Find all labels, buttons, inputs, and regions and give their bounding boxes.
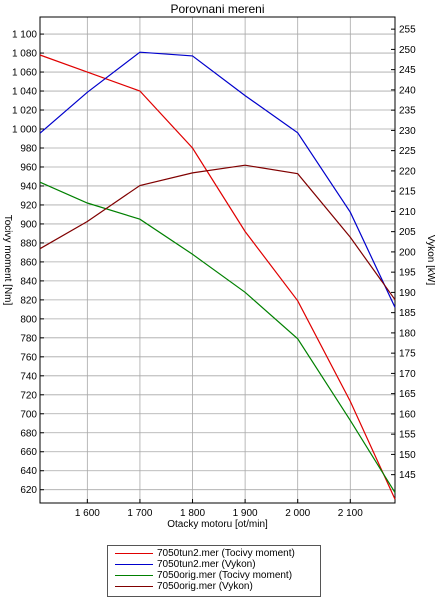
y-right-tick-label: 195 [399, 268, 416, 279]
series-line [39, 51, 396, 308]
y-left-tick-label: 800 [20, 314, 37, 325]
y-left-tick-label: 740 [20, 371, 37, 382]
legend-item: 7050tun2.mer (Vykon) [112, 559, 320, 570]
y-right-tick-label: 245 [399, 65, 416, 76]
y-right-tick-label: 160 [399, 409, 416, 420]
x-tick-label: 2 000 [285, 508, 310, 519]
legend: 7050tun2.mer (Tocivy moment) 7050tun2.me… [107, 545, 321, 597]
y-left-tick-label: 1 100 [12, 30, 37, 41]
y-right-tick-label: 150 [399, 450, 416, 461]
y-right-tick-label: 215 [399, 187, 416, 198]
legend-item: 7050tun2.mer (Tocivy moment) [112, 548, 320, 559]
y-right-tick-label: 155 [399, 430, 416, 441]
y-left-tick-label: 1 020 [12, 106, 37, 117]
y-left-tick-label: 840 [20, 276, 37, 287]
y-right-tick-label: 240 [399, 85, 416, 96]
y-left-tick-label: 620 [20, 485, 37, 496]
y-right-tick-label: 145 [399, 470, 416, 481]
y-left-tick-label: 960 [20, 162, 37, 173]
legend-item: 7050orig.mer (Vykon) [112, 581, 320, 592]
legend-swatch [115, 564, 153, 565]
y-right-tick-label: 230 [399, 126, 416, 137]
y-left-tick-label: 820 [20, 295, 37, 306]
chart-title: Porovnani mereni [170, 2, 265, 16]
y-right-tick-label: 250 [399, 45, 416, 56]
y-left-tick-label: 660 [20, 447, 37, 458]
plot-frame [39, 16, 396, 504]
legend-label: 7050tun2.mer (Vykon) [157, 559, 256, 570]
y-left-tick-label: 780 [20, 333, 37, 344]
y-right-tick-label: 165 [399, 389, 416, 400]
x-tick-label: 1 700 [127, 508, 152, 519]
y-right-axis-label: Vykon [kW] [425, 235, 435, 285]
y-left-tick-label: 900 [20, 219, 37, 230]
legend-label: 7050orig.mer (Tocivy moment) [157, 570, 293, 581]
series-line [39, 54, 396, 500]
y-left-tick-label: 760 [20, 352, 37, 363]
y-right-tick-label: 225 [399, 146, 416, 157]
x-tick-label: 1 900 [233, 508, 258, 519]
chart: 620 640 660 680 700 720 740 760 780 800 820 840 860 8… [2, 16, 435, 530]
x-tick-label: 1 800 [180, 508, 205, 519]
x-tick-label: 2 100 [338, 508, 363, 519]
y-right-tick-label: 190 [399, 288, 416, 299]
legend-swatch [115, 575, 153, 576]
y-left-tick-label: 640 [20, 466, 37, 477]
y-right-tick-label: 220 [399, 166, 416, 177]
y-left-tick-label: 940 [20, 181, 37, 192]
y-left-tick-label: 880 [20, 238, 37, 249]
y-left-tick-label: 680 [20, 428, 37, 439]
legend-label: 7050tun2.mer (Tocivy moment) [157, 548, 295, 559]
y-left-tick-label: 1 080 [12, 49, 37, 60]
legend-item: 7050orig.mer (Tocivy moment) [112, 570, 320, 581]
y-left-axis-label: Tocivy moment [Nm] [2, 215, 13, 306]
legend-swatch [115, 586, 153, 587]
y-left-tick-label: 860 [20, 257, 37, 268]
y-left-tick-label: 980 [20, 143, 37, 154]
legend-label: 7050orig.mer (Vykon) [157, 581, 253, 592]
y-right-tick-label: 235 [399, 106, 416, 117]
y-left-tick-label: 1 040 [12, 87, 37, 98]
series-line [39, 181, 396, 493]
legend-swatch [115, 553, 153, 554]
y-right-tick-label: 170 [399, 369, 416, 380]
y-right-tick-label: 205 [399, 227, 416, 238]
y-right-tick-label: 180 [399, 328, 416, 339]
y-right-tick-label: 175 [399, 349, 416, 360]
x-tick-label: 1 600 [75, 508, 100, 519]
y-left-tick-label: 1 000 [12, 125, 37, 136]
y-right-tick-label: 200 [399, 247, 416, 258]
x-axis-label: Otacky motoru [ot/min] [167, 519, 268, 530]
y-right-tick-label: 255 [399, 25, 416, 36]
y-left-tick-label: 920 [20, 200, 37, 211]
y-left-tick-label: 720 [20, 390, 37, 401]
series-line [39, 164, 396, 301]
y-left-tick-label: 700 [20, 409, 37, 420]
y-right-tick-label: 185 [399, 308, 416, 319]
y-left-tick-label: 1 060 [12, 68, 37, 79]
y-right-tick-label: 210 [399, 207, 416, 218]
